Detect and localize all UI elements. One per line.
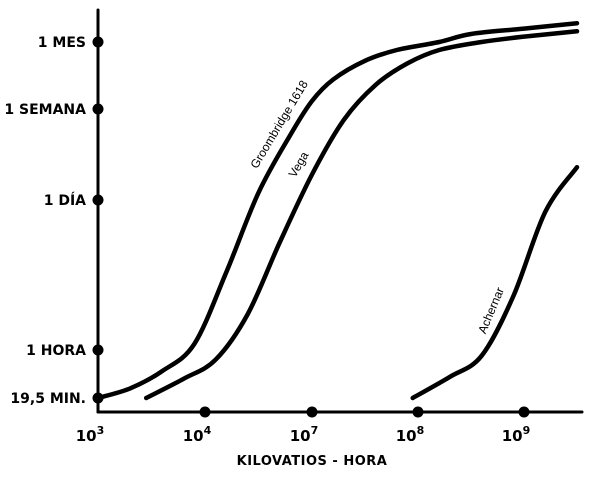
series-line <box>95 20 580 401</box>
x-tick-dot <box>306 406 318 418</box>
y-tick-label: 1 MES <box>38 35 86 51</box>
x-ticks: 103 104 107 108 109 <box>76 406 531 445</box>
x-tick-dot <box>412 406 424 418</box>
axes <box>96 8 584 414</box>
y-tick-label: 1 SEMANA <box>4 102 86 118</box>
y-tick-dot <box>92 194 104 206</box>
y-tick-label: 1 DÍA <box>44 192 86 209</box>
series-label: Vega <box>286 149 312 180</box>
series-line <box>143 29 580 401</box>
y-tick-dot <box>92 103 104 115</box>
x-tick-label: 103 <box>76 424 105 445</box>
x-tick-dot <box>199 406 211 418</box>
x-tick-label: 104 <box>183 424 212 445</box>
x-tick-label: 109 <box>502 424 531 445</box>
y-tick-dot <box>92 344 104 356</box>
y-tick-label: 1 HORA <box>26 343 86 359</box>
y-ticks: 19,5 MIN. 1 HORA 1 DÍA 1 SEMANA 1 MES <box>4 35 104 407</box>
series-line <box>410 164 580 401</box>
y-tick-label: 19,5 MIN. <box>10 391 86 407</box>
x-tick-dot <box>518 406 530 418</box>
y-tick-dot <box>92 392 104 404</box>
series-label: Achernar <box>475 285 507 335</box>
x-axis-label: KILOVATIOS - HORA <box>237 454 388 469</box>
y-tick-dot <box>92 36 104 48</box>
x-tick-label: 107 <box>290 424 319 445</box>
x-tick-label: 108 <box>396 424 425 445</box>
